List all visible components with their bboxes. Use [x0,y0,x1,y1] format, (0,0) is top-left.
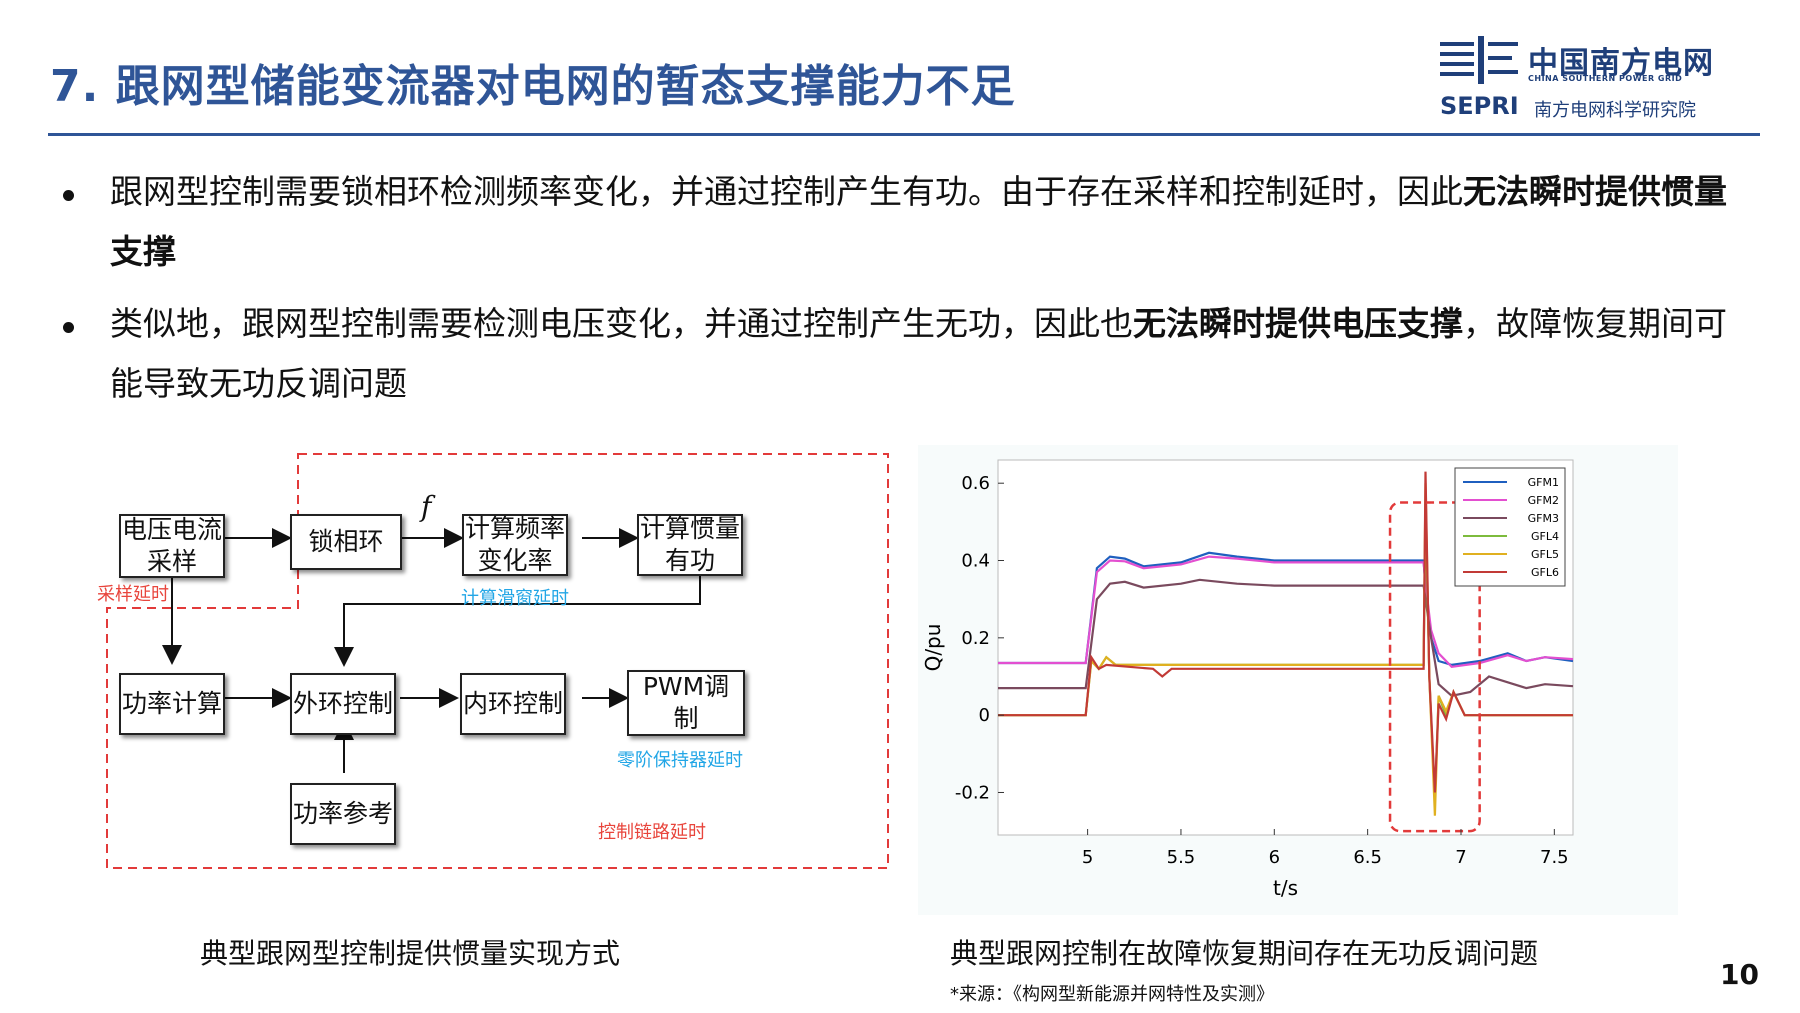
power-ref-label: 功率参考 [292,799,393,828]
x-tick-label: 6 [1269,847,1280,868]
series-line-GFM1 [998,551,1574,667]
inertia-power-box: 计算惯量 有功 [637,514,743,576]
x-tick-label: 5.5 [1167,847,1196,868]
outer-loop-label: 外环控制 [292,689,393,718]
series-line-GFM2 [998,555,1574,668]
chart-svg: 5 5.5 6 6.5 7 7.5 -0.2 0 0.2 0.4 0.6 t/s Q/pu GFM1… [918,445,1678,915]
pll-box: 锁相环 [290,514,402,570]
power-calc-label: 功率计算 [121,689,222,718]
bullet-text: 跟网型控制需要锁相环检测频率变化，并通过控制产生有功。由于存在采样和控制延时，因… [110,172,1463,211]
legend-label: GFM1 [1528,476,1559,489]
page-title: 7. 跟网型储能变流器对电网的暂态支撑能力不足 [50,61,1016,112]
sampling-box: 电压电流 采样 [119,514,225,578]
zoh-delay-note: 零阶保持器延时 [617,750,743,771]
diagram-caption: 典型跟网型控制提供惯量实现方式 [200,937,621,970]
bullet-list: 跟网型控制需要锁相环检测频率变化，并通过控制产生有功。由于存在采样和控制延时，因… [58,162,1758,426]
x-tick-label: 7 [1455,847,1466,868]
legend-label: GFL5 [1531,548,1559,561]
frequency-symbol: f [421,490,432,523]
rocof-box: 计算频率 变化率 [462,514,568,576]
y-tick-label: 0 [979,705,990,726]
legend-label: GFL6 [1531,566,1559,579]
bullet-item: 类似地，跟网型控制需要检测电压变化，并通过控制产生无功，因此也无法瞬时提供电压支… [58,294,1758,414]
bullet-tail: ，故障恢复期间可能导致无功反调问题 [110,304,1727,403]
x-axis-label: t/s [1273,876,1298,900]
legend-label: GFM2 [1528,494,1559,507]
power-ref-box: 功率参考 [290,783,396,845]
y-tick-label: 0.2 [961,628,990,649]
company-logo: 中国南方电网 CHINA SOUTHERN POWER GRID SEPRI 南… [1440,34,1760,122]
bullet-bold: 无法瞬时提供惯量支撑 [110,172,1727,271]
rocof-label: 计算频率 变化率 [464,514,565,575]
diagram-connectors [106,453,889,869]
x-tick-label: 5 [1082,847,1093,868]
legend-label: GFL4 [1531,530,1559,543]
source-note: *来源：《构网型新能源并网特性及实测》 [950,984,1274,1005]
power-calc-box: 功率计算 [119,673,225,735]
sampling-delay-note: 采样延时 [97,584,169,605]
y-tick-label: -0.2 [955,782,990,803]
bullet-dot-icon [63,190,74,201]
page-number: 10 [1720,958,1759,991]
reactive-power-chart: 5 5.5 6 6.5 7 7.5 -0.2 0 0.2 0.4 0.6 t/s Q/pu GFM1… [918,445,1678,915]
sampling-label: 电压电流 采样 [121,515,222,576]
bullet-text: 类似地，跟网型控制需要检测电压变化，并通过控制产生无功，因此也 [110,304,1133,343]
power-grid-logo-icon [1440,36,1518,84]
logo-sepri-cn: 南方电网科学研究院 [1534,100,1696,121]
y-tick-label: 0.6 [961,473,990,494]
control-block-diagram: 电压电流 采样 锁相环 f 计算频率 变化率 计算惯量 有功 功率计算 外环控制… [95,448,895,878]
control-chain-delay-note: 控制链路延时 [598,822,706,843]
inertia-power-label: 计算惯量 有功 [639,514,740,575]
logo-cn-name: 中国南方电网 [1528,46,1714,81]
legend-label: GFM3 [1528,512,1559,525]
x-tick-label: 7.5 [1540,847,1569,868]
bullet-dot-icon [63,322,74,333]
pwm-box: PWM调 制 [627,670,745,736]
series-line-GFM3 [998,578,1574,697]
chart-caption: 典型跟网控制在故障恢复期间存在无功反调问题 [950,937,1539,970]
legend-box [1454,467,1566,587]
chart-legend: GFM1 GFM2 GFM3 GFL4 GFL5 GFL6 [1454,467,1566,587]
logo-sepri: SEPRI [1440,92,1519,120]
bullet-bold: 无法瞬时提供电压支撑 [1133,304,1463,343]
inner-loop-box: 内环控制 [460,673,566,735]
series-line-GFL6 [998,471,1573,793]
header-divider [48,133,1760,136]
outer-loop-box: 外环控制 [290,673,396,735]
x-tick-label: 6.5 [1353,847,1382,868]
y-tick-label: 0.4 [961,551,990,572]
inner-loop-label: 内环控制 [462,689,563,718]
logo-en-name: CHINA SOUTHERN POWER GRID [1528,74,1683,83]
sliding-window-delay-note: 计算滑窗延时 [461,588,569,609]
y-axis-label: Q/pu [921,624,945,672]
bullet-item: 跟网型控制需要锁相环检测频率变化，并通过控制产生有功。由于存在采样和控制延时，因… [58,162,1758,282]
pwm-label: PWM调 制 [642,672,730,733]
pll-label: 锁相环 [308,527,384,556]
